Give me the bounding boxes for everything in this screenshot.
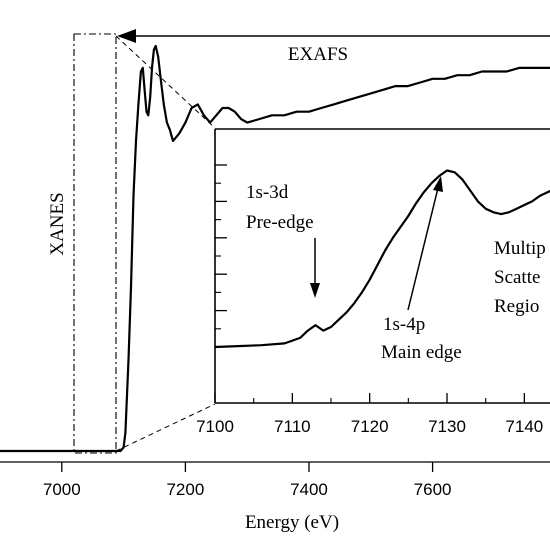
inset-plot: 7100 7110 7120 7130 7140 1s-3d Pre-edge 1s-4… — [196, 128, 550, 436]
xanes-label: XANES — [47, 192, 68, 255]
exafs-arrow-head — [117, 29, 136, 43]
main-edge-arrow-line — [407, 187, 439, 311]
main-x-ticks — [61, 462, 434, 472]
ms-region-label-line2: Scatte — [494, 267, 540, 288]
inset-x-tick-labels: 7100 7110 7120 7130 7140 — [196, 417, 543, 436]
inset-x-tick-label: 7130 — [428, 417, 466, 436]
main-x-tick-label: 7200 — [166, 480, 204, 499]
main-x-tick-labels: 7000 7200 7400 7600 — [43, 480, 452, 499]
inset-x-tick-label: 7120 — [351, 417, 389, 436]
main-plot: 7000 7200 7400 7600 Energy (eV) — [0, 44, 550, 533]
xanes-box — [73, 33, 117, 454]
exafs-annotation: EXAFS — [117, 29, 550, 65]
inset-x-tick-label: 7110 — [274, 417, 311, 436]
main-x-tick-label: 7600 — [414, 480, 452, 499]
main-spectrum-line — [0, 44, 550, 453]
xanes-region: XANES — [47, 33, 117, 454]
inset-x-ticks — [214, 393, 525, 403]
main-edge-label-line2: Main edge — [381, 342, 462, 363]
main-edge-label-line1: 1s-4p — [383, 314, 425, 335]
main-x-tick-label: 7400 — [290, 480, 328, 499]
inset-x-tick-label: 7100 — [196, 417, 234, 436]
main-x-tick-label: 7000 — [43, 480, 81, 499]
zoom-connector-bottom — [115, 403, 216, 452]
inset-x-tick-label: 7140 — [505, 417, 543, 436]
main-edge-arrow-head — [433, 176, 443, 192]
zoom-connector-top — [115, 35, 216, 129]
exafs-label: EXAFS — [288, 44, 348, 65]
pre-edge-label-line2: Pre-edge — [246, 212, 314, 233]
main-x-axis-label: Energy (eV) — [245, 512, 339, 533]
pre-edge-label-line1: 1s-3d — [246, 182, 289, 203]
ms-region-label-line3: Regio — [494, 296, 539, 317]
inset-background — [215, 129, 550, 403]
ms-region-label-line1: Multip — [494, 238, 546, 259]
inset-spectrum-line — [214, 169, 550, 349]
pre-edge-arrow-head — [310, 283, 320, 298]
inset-y-ticks — [215, 164, 227, 330]
